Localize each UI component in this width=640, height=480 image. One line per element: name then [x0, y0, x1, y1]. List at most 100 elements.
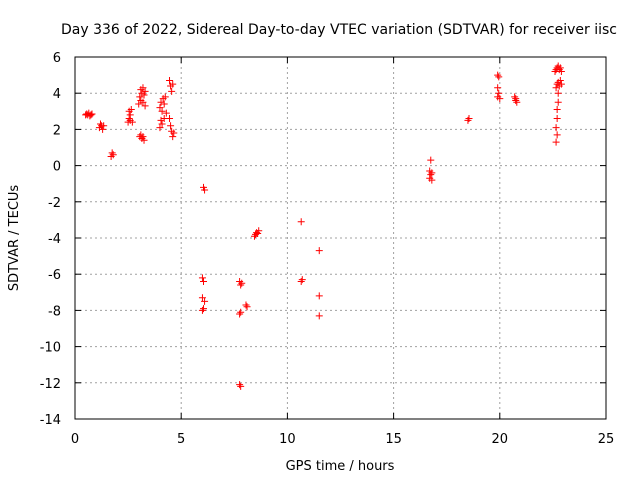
axis-ticks: 0 5 10 15 20 25 -14 -12 -10 -8 -6 -4 -2 0 2 4 6: [40, 51, 615, 447]
data-point: [158, 107, 166, 115]
data-point: [494, 84, 502, 92]
data-point: [427, 156, 435, 164]
data-point: [428, 176, 436, 184]
data-point: [127, 105, 135, 113]
grid-lines: [75, 57, 606, 419]
data-point: [511, 93, 519, 101]
x-tick-label: 0: [71, 432, 79, 447]
data-point: [169, 80, 177, 88]
x-axis-label: GPS time / hours: [286, 459, 395, 474]
x-tick-label: 10: [279, 432, 296, 447]
data-point: [170, 129, 178, 137]
data-point: [140, 136, 148, 144]
data-point: [428, 169, 436, 177]
data-point: [315, 247, 323, 255]
data-point: [297, 277, 305, 285]
data-point: [552, 84, 560, 92]
x-tick-label: 5: [177, 432, 185, 447]
data-point: [198, 306, 206, 314]
data-point: [243, 303, 251, 311]
data-point: [238, 279, 246, 287]
data-point: [201, 297, 209, 305]
data-point: [99, 125, 107, 133]
data-point: [136, 93, 144, 101]
data-point: [494, 71, 502, 79]
data-point: [140, 91, 148, 99]
data-point: [141, 87, 149, 95]
data-point: [139, 133, 147, 141]
data-point: [158, 120, 166, 128]
data-point: [157, 116, 165, 124]
data-point: [556, 77, 564, 85]
data-point: [139, 84, 147, 92]
data-point: [200, 305, 208, 313]
data-point: [495, 89, 503, 97]
y-tick-label: -10: [40, 341, 61, 356]
data-point: [242, 301, 250, 309]
x-tick-label: 20: [492, 432, 509, 447]
data-point: [427, 171, 435, 179]
y-tick-label: 2: [53, 123, 61, 138]
y-tick-label: 6: [53, 51, 61, 66]
y-tick-label: -4: [48, 232, 61, 247]
data-point: [553, 131, 561, 139]
data-point: [554, 89, 562, 97]
data-point: [298, 276, 306, 284]
data-point: [88, 110, 96, 118]
data-point: [554, 98, 562, 106]
data-point: [96, 120, 104, 128]
x-tick-label: 15: [385, 432, 402, 447]
data-point: [125, 115, 133, 123]
data-point: [109, 151, 117, 159]
y-tick-label: -14: [40, 413, 61, 428]
data-point: [236, 310, 244, 318]
data-point: [169, 133, 177, 141]
data-point: [495, 73, 503, 81]
data-point: [557, 67, 565, 75]
y-axis-label: SDTVAR / TECUs: [7, 185, 22, 292]
data-point: [135, 100, 143, 108]
data-point: [168, 87, 176, 95]
data-point: [513, 98, 521, 106]
data-point: [315, 292, 323, 300]
data-point: [166, 115, 174, 123]
y-tick-label: -6: [48, 268, 61, 283]
data-point: [162, 109, 170, 117]
data-point: [255, 227, 263, 235]
data-point: [166, 77, 174, 85]
data-point: [237, 281, 245, 289]
data-point: [100, 122, 108, 130]
data-point: [315, 312, 323, 320]
data-point: [201, 186, 209, 194]
data-point: [552, 124, 560, 132]
data-point: [87, 111, 95, 119]
data-point: [551, 67, 559, 75]
data-point: [496, 95, 504, 103]
data-point: [108, 149, 116, 157]
y-tick-label: 0: [53, 160, 61, 175]
chart-title: Day 336 of 2022, Sidereal Day-to-day VTE…: [61, 22, 617, 38]
data-point: [161, 93, 169, 101]
data-point: [156, 104, 164, 112]
data-point: [465, 115, 473, 123]
data-point: [128, 118, 136, 126]
data-point: [237, 382, 245, 390]
data-point: [236, 381, 244, 389]
data-point: [553, 105, 561, 113]
data-point: [237, 308, 245, 316]
y-tick-label: -8: [48, 304, 61, 319]
data-points: [82, 62, 565, 390]
data-point: [556, 64, 564, 72]
y-tick-label: -12: [40, 377, 61, 392]
data-point: [297, 218, 305, 226]
x-tick-label: 25: [598, 432, 615, 447]
data-point: [167, 122, 175, 130]
data-point: [552, 138, 560, 146]
data-point: [160, 100, 168, 108]
data-point: [156, 124, 164, 132]
data-point: [157, 98, 165, 106]
data-point: [141, 102, 149, 110]
data-point: [512, 95, 520, 103]
data-point: [557, 80, 565, 88]
